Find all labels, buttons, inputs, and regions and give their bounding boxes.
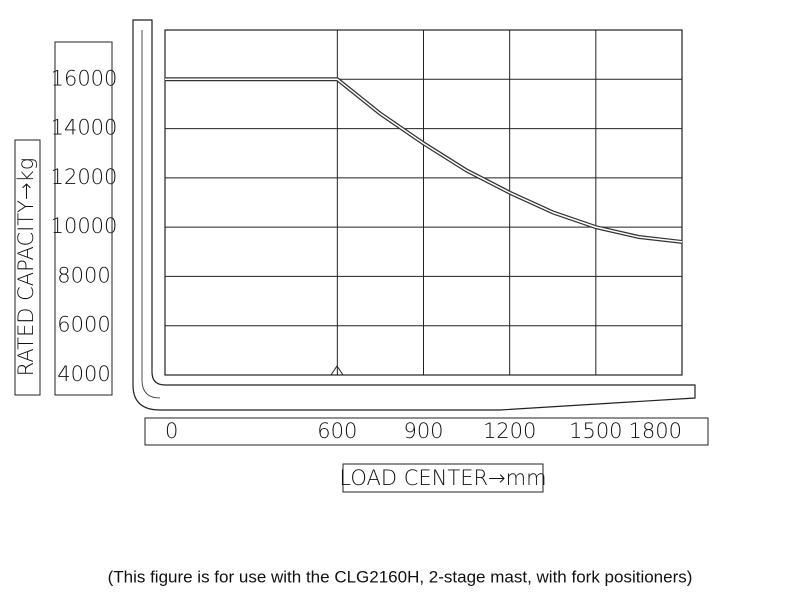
ylabel-box [14, 139, 41, 396]
x-tick-label: 600 [317, 419, 357, 443]
x-tick-label: 1500 [569, 419, 622, 443]
capacity-line-inner [165, 78, 683, 243]
x-tick-label: 0 [165, 419, 178, 443]
fork-inner [141, 30, 161, 399]
ytick-box [54, 41, 113, 396]
x-tick-label: 1800 [629, 419, 682, 443]
y-axis-label: RATED CAPACITY→kg [14, 158, 38, 377]
y-tick-label: 12000 [51, 165, 118, 189]
y-tick-label: 16000 [51, 66, 118, 90]
xlabel-box [342, 463, 544, 493]
x-tick-label: 900 [403, 419, 443, 443]
y-tick-label: 6000 [57, 313, 110, 337]
y-tick-label: 4000 [57, 362, 110, 386]
xtick-box [144, 417, 709, 446]
x-tick-label: 1200 [483, 419, 536, 443]
caption: (This figure is for use with the CLG2160… [108, 567, 693, 586]
y-tick-label: 10000 [51, 214, 118, 238]
y-tick-label: 8000 [57, 263, 110, 287]
y-tick-label: 14000 [51, 116, 118, 140]
fork-outline [132, 19, 696, 411]
x-axis-label: LOAD CENTER→mm [339, 466, 546, 490]
